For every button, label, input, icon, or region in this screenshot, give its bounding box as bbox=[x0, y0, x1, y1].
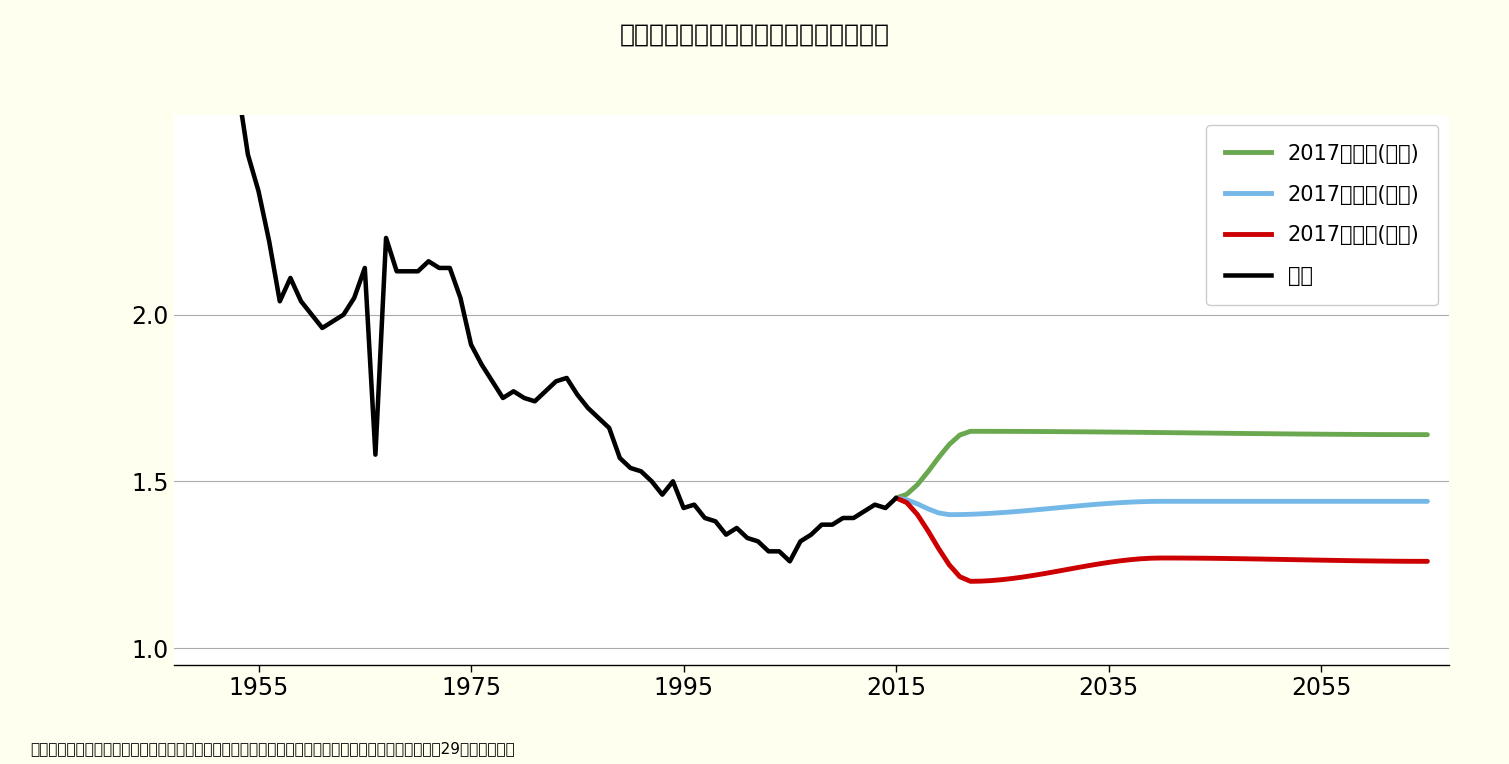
Text: （資料）厚生労働省「人口動態統計」、国立社会保障・人口問題研究所「日本の将来推計人口（平成29年推計）」。: （資料）厚生労働省「人口動態統計」、国立社会保障・人口問題研究所「日本の将来推計… bbox=[30, 741, 515, 756]
Text: 図表２　合計特殊出生率の実績と見通し: 図表２ 合計特殊出生率の実績と見通し bbox=[620, 23, 889, 47]
Legend: 2017年推計(高位), 2017年推計(中位), 2017年推計(低位), 実績: 2017年推計(高位), 2017年推計(中位), 2017年推計(低位), 実… bbox=[1207, 125, 1438, 305]
